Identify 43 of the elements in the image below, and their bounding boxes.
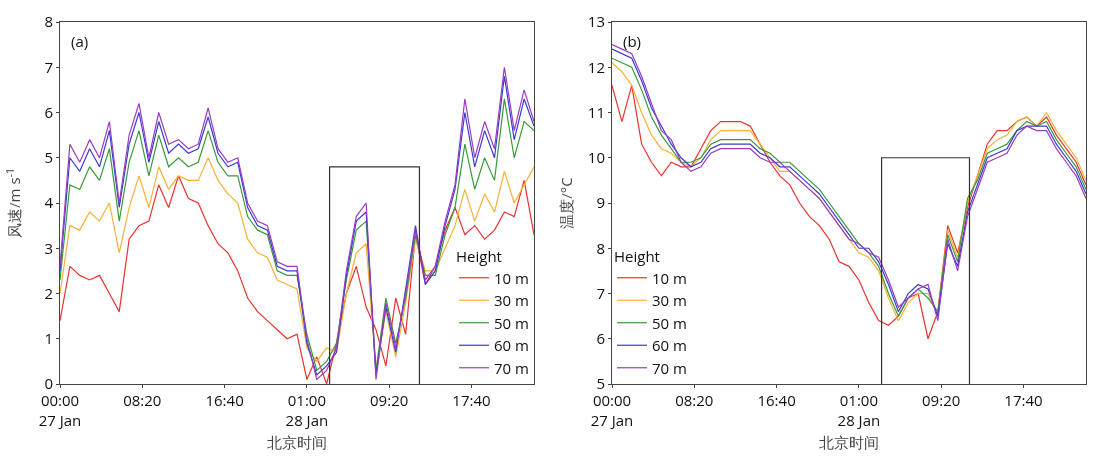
y-tick-label: 4 [44,192,54,213]
y-tick-label: 9 [596,192,605,213]
x-tick-label: 17:40 [452,390,491,410]
legend-label: 70 m [652,357,687,378]
y-tick-label: 5 [44,147,53,167]
legend-label: 30 m [652,290,687,311]
annotation: (a) [71,31,89,51]
x-tick-label: 01:00 28 Jan [285,390,329,430]
legend-label: 30 m [494,290,529,311]
legend-label: 70 m [494,357,529,378]
y-tick-label: 7 [596,282,605,303]
legend-label: 60 m [652,335,687,356]
y-tick-label: 12 [587,56,605,77]
y-tick-label: 2 [44,282,53,303]
x-tick-label: 08:20 [123,390,162,410]
y-tick-label: 1 [44,328,53,348]
annotation: (b) [623,31,642,51]
x-tick-label: 01:00 28 Jan [837,390,881,430]
x-tick-label: 09:20 [370,390,409,410]
x-axis-title: 北京时间 [267,431,327,452]
x-tick-label: 16:40 [757,390,796,410]
y-tick-label: 3 [44,237,53,258]
y-tick-label: 8 [44,11,53,32]
legend-label: 50 m [652,312,687,333]
legend-label: 60 m [494,335,529,356]
legend-label: 10 m [652,267,687,288]
x-tick-label: 08:20 [675,390,714,410]
y-tick-label: 10 [587,147,605,167]
y-tick-label: 6 [596,328,605,348]
y-axis-title: 温度/°C [556,177,576,229]
x-axis-title: 北京时间 [819,431,879,452]
y-tick-label: 6 [44,101,53,122]
y-tick-label: 13 [587,11,605,32]
x-tick-label: 16:40 [205,390,244,410]
legend-label: 10 m [494,267,529,288]
y-tick-label: 11 [587,101,605,122]
legend-label: 50 m [494,312,529,333]
legend-title: Height [456,245,502,266]
y-tick-label: 7 [44,56,53,77]
y-tick-label: 8 [596,237,605,258]
legend-title: Height [614,245,660,266]
x-tick-label: 17:40 [1004,390,1043,410]
x-tick-label: 09:20 [922,390,961,410]
